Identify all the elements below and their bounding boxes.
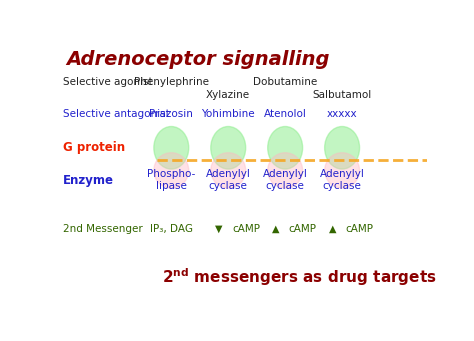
Text: Phospho-
lipase: Phospho- lipase xyxy=(147,169,195,191)
Ellipse shape xyxy=(268,153,302,188)
Text: Adenylyl
cyclase: Adenylyl cyclase xyxy=(319,169,365,191)
Ellipse shape xyxy=(211,127,246,169)
Ellipse shape xyxy=(154,127,189,169)
Text: Adrenoceptor signalling: Adrenoceptor signalling xyxy=(66,50,330,69)
Text: Phenylephrine: Phenylephrine xyxy=(134,77,209,87)
Text: Selective antagonist: Selective antagonist xyxy=(63,109,170,119)
Text: Atenolol: Atenolol xyxy=(264,109,307,119)
Text: cAMP: cAMP xyxy=(346,224,374,234)
Text: Dobutamine: Dobutamine xyxy=(253,77,317,87)
Text: IP₃, DAG: IP₃, DAG xyxy=(150,224,193,234)
Text: 2$^{\mathregular{nd}}$ messengers as drug targets: 2$^{\mathregular{nd}}$ messengers as dru… xyxy=(162,266,437,288)
Text: Selective agonist: Selective agonist xyxy=(63,77,153,87)
Text: ▲: ▲ xyxy=(272,224,280,234)
Ellipse shape xyxy=(268,127,302,169)
Text: xxxxx: xxxxx xyxy=(327,109,357,119)
Text: Adenylyl
cyclase: Adenylyl cyclase xyxy=(263,169,308,191)
Text: ▼: ▼ xyxy=(215,224,223,234)
Ellipse shape xyxy=(154,153,189,188)
Text: cAMP: cAMP xyxy=(289,224,317,234)
Ellipse shape xyxy=(325,127,360,169)
Text: Adenylyl
cyclase: Adenylyl cyclase xyxy=(206,169,251,191)
Text: Salbutamol: Salbutamol xyxy=(312,90,372,100)
Text: 2nd Messenger: 2nd Messenger xyxy=(63,224,143,234)
Text: G protein: G protein xyxy=(63,141,125,154)
Text: Enzyme: Enzyme xyxy=(63,174,114,187)
Ellipse shape xyxy=(211,153,246,188)
Text: ▲: ▲ xyxy=(329,224,337,234)
Text: cAMP: cAMP xyxy=(232,224,260,234)
Text: Yohimbine: Yohimbine xyxy=(201,109,255,119)
Ellipse shape xyxy=(325,153,360,188)
Text: Xylazine: Xylazine xyxy=(206,90,250,100)
Text: Prazosin: Prazosin xyxy=(149,109,193,119)
